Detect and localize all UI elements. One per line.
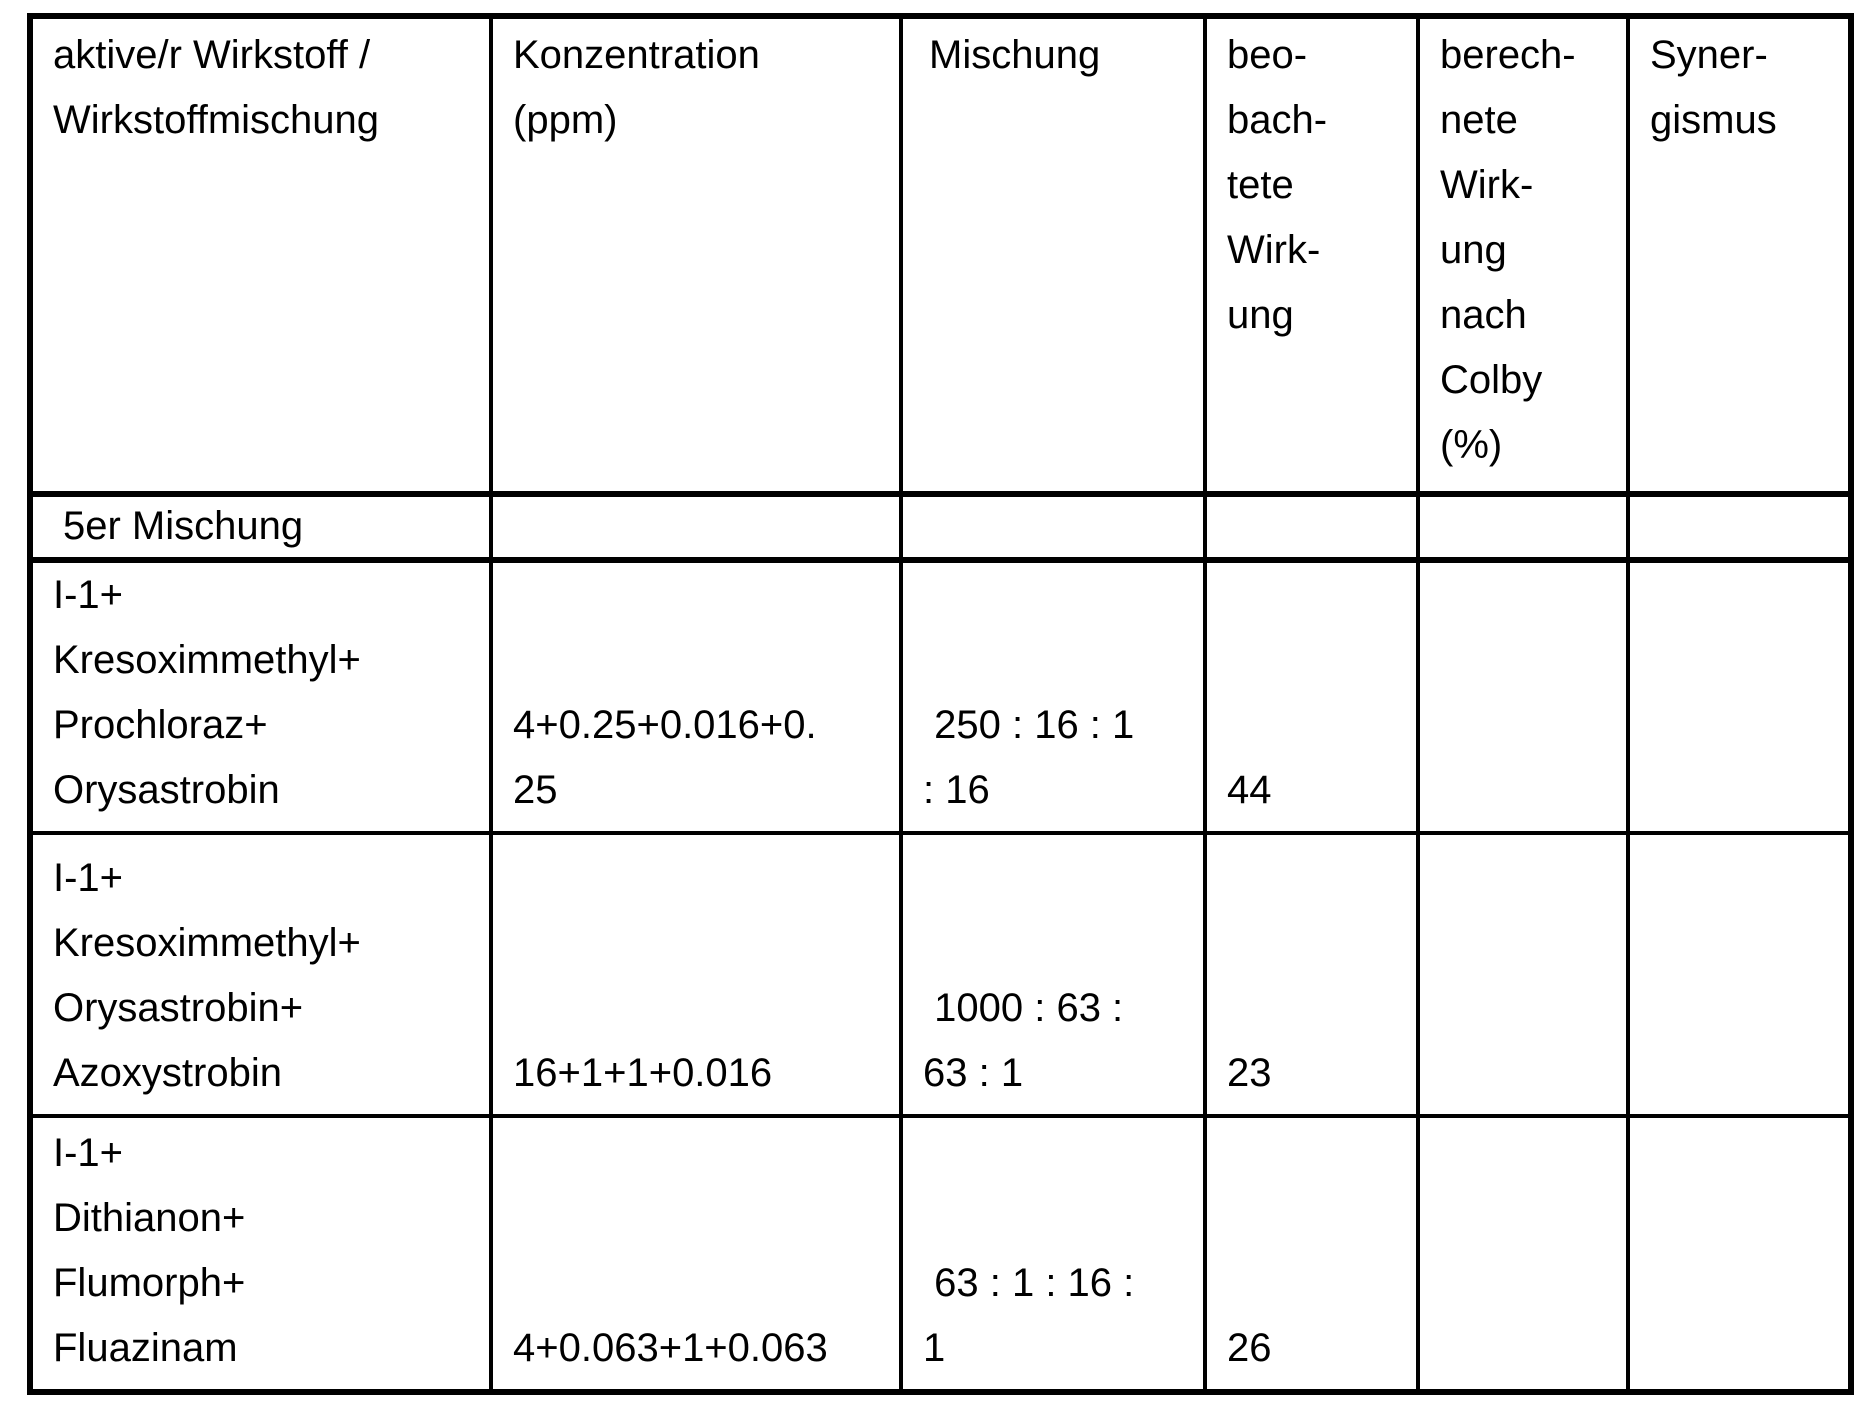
header-cell-berechnete-wirkung-colby: berech- nete Wirk- ung nach Colby (%): [1416, 14, 1630, 497]
section-empty-cell: [489, 492, 903, 563]
cell-konzentration: 4+0.063+1+0.063: [489, 1114, 903, 1394]
cell-berechnete-wirkung: [1416, 1114, 1630, 1394]
cell-wirkstoff: I-1+ Kresoximmethyl+ Orysastrobin+ Azoxy…: [28, 831, 493, 1118]
cell-beobachtete-wirkung: 23: [1203, 831, 1420, 1118]
header-cell-beobachtete-wirkung: beo- bach- tete Wirk- ung: [1203, 14, 1420, 497]
header-cell-wirkstoff: aktive/r Wirkstoff / Wirkstoffmischung: [28, 14, 493, 497]
header-cell-konzentration: Konzentration (ppm): [489, 14, 903, 497]
header-cell-synergismus: Syner- gismus: [1626, 14, 1853, 497]
cell-berechnete-wirkung: [1416, 831, 1630, 1118]
section-row-5er-mischung: 5er Mischung: [28, 492, 1853, 563]
cell-mischung: 250 : 16 : 1 : 16: [899, 558, 1207, 835]
cell-synergismus: [1626, 1114, 1853, 1394]
cell-beobachtete-wirkung: 44: [1203, 558, 1420, 835]
table-row: I-1+ Kresoximmethyl+ Prochloraz+ Orysast…: [28, 558, 1853, 835]
table-header-row: aktive/r Wirkstoff / Wirkstoffmischung K…: [28, 14, 1853, 497]
section-empty-cell: [1416, 492, 1630, 563]
table-row: I-1+ Kresoximmethyl+ Orysastrobin+ Azoxy…: [28, 831, 1853, 1118]
cell-mischung: 1000 : 63 : 63 : 1: [899, 831, 1207, 1118]
cell-wirkstoff: I-1+ Dithianon+ Flumorph+ Fluazinam: [28, 1114, 493, 1394]
cell-mischung: 63 : 1 : 16 : 1: [899, 1114, 1207, 1394]
cell-wirkstoff: I-1+ Kresoximmethyl+ Prochloraz+ Orysast…: [28, 558, 493, 835]
cell-konzentration: 4+0.25+0.016+0. 25: [489, 558, 903, 835]
section-empty-cell: [1203, 492, 1420, 563]
table-row: I-1+ Dithianon+ Flumorph+ Fluazinam 4+0.…: [28, 1114, 1853, 1394]
header-cell-mischung: Mischung: [899, 14, 1207, 497]
cell-beobachtete-wirkung: 26: [1203, 1114, 1420, 1394]
cell-konzentration: 16+1+1+0.016: [489, 831, 903, 1118]
wirkstoff-mischung-table: aktive/r Wirkstoff / Wirkstoffmischung K…: [27, 13, 1854, 1395]
section-label-cell: 5er Mischung: [28, 492, 493, 563]
section-empty-cell: [1626, 492, 1853, 563]
section-empty-cell: [899, 492, 1207, 563]
cell-synergismus: [1626, 558, 1853, 835]
cell-synergismus: [1626, 831, 1853, 1118]
cell-berechnete-wirkung: [1416, 558, 1630, 835]
